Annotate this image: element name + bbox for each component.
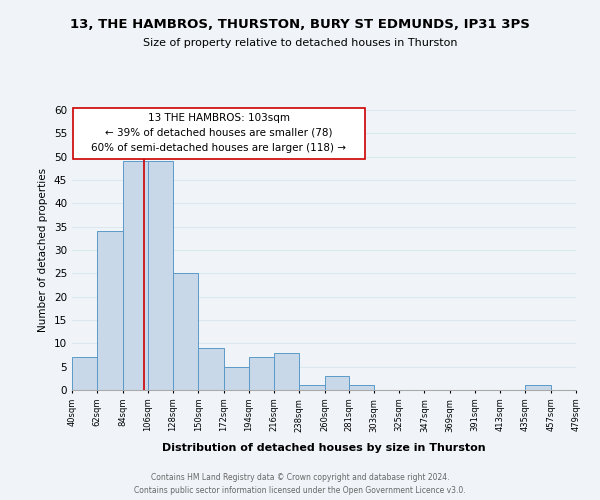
Bar xyxy=(299,386,325,390)
Bar xyxy=(224,366,249,390)
Text: ← 39% of detached houses are smaller (78): ← 39% of detached houses are smaller (78… xyxy=(105,128,333,138)
Text: 60% of semi-detached houses are larger (118) →: 60% of semi-detached houses are larger (… xyxy=(91,142,346,152)
Text: Size of property relative to detached houses in Thurston: Size of property relative to detached ho… xyxy=(143,38,457,48)
Bar xyxy=(325,376,349,390)
Y-axis label: Number of detached properties: Number of detached properties xyxy=(38,168,49,332)
Bar xyxy=(526,386,551,390)
Bar xyxy=(148,162,173,390)
Text: 13, THE HAMBROS, THURSTON, BURY ST EDMUNDS, IP31 3PS: 13, THE HAMBROS, THURSTON, BURY ST EDMUN… xyxy=(70,18,530,30)
Bar xyxy=(72,358,97,390)
Bar xyxy=(173,274,198,390)
X-axis label: Distribution of detached houses by size in Thurston: Distribution of detached houses by size … xyxy=(162,442,486,452)
Bar xyxy=(274,352,299,390)
Bar xyxy=(349,386,374,390)
Bar xyxy=(122,162,148,390)
Text: 13 THE HAMBROS: 103sqm: 13 THE HAMBROS: 103sqm xyxy=(148,114,290,124)
FancyBboxPatch shape xyxy=(73,108,365,159)
Text: Contains HM Land Registry data © Crown copyright and database right 2024.: Contains HM Land Registry data © Crown c… xyxy=(151,472,449,482)
Bar xyxy=(249,358,274,390)
Text: Contains public sector information licensed under the Open Government Licence v3: Contains public sector information licen… xyxy=(134,486,466,495)
Bar xyxy=(97,232,122,390)
Bar xyxy=(198,348,224,390)
